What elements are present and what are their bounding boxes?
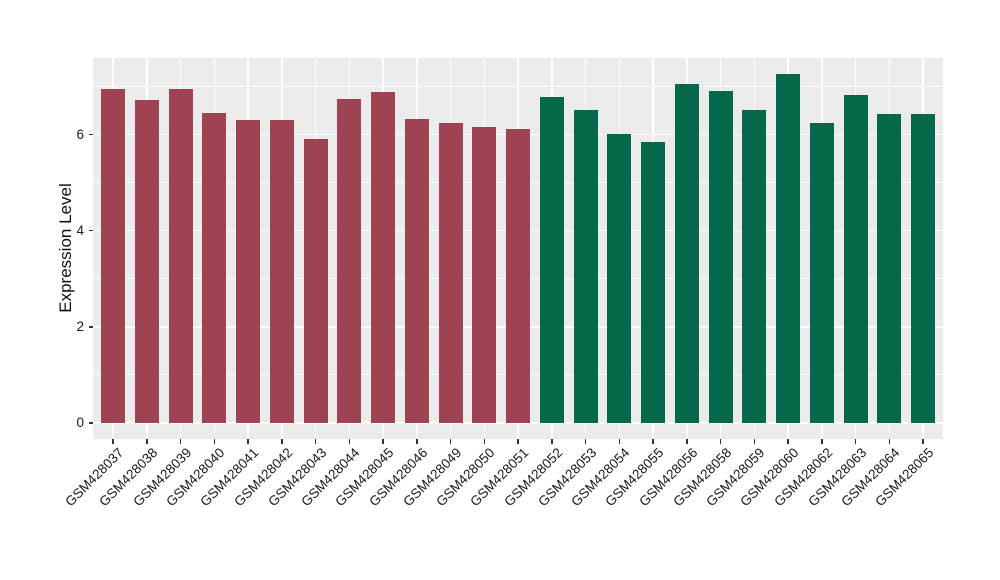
bar-GSM428056 <box>674 84 699 423</box>
bar-GSM428054 <box>607 134 632 423</box>
bar-GSM428050 <box>472 126 497 423</box>
x-tickmark-GSM428062 <box>821 439 823 444</box>
bar-GSM428043 <box>303 138 328 423</box>
bar-GSM428059 <box>742 109 767 423</box>
bar-GSM428039 <box>168 88 193 423</box>
plot-panel <box>93 58 943 439</box>
x-tickmark-GSM428052 <box>551 439 553 444</box>
x-tickmark-GSM428037 <box>112 439 114 444</box>
bar-GSM428063 <box>843 95 868 423</box>
x-tickmark-GSM428063 <box>854 439 857 444</box>
bar-GSM428037 <box>101 88 125 423</box>
x-tickmark-GSM428038 <box>146 439 148 444</box>
bar-GSM428040 <box>202 113 227 423</box>
x-tickmark-GSM428056 <box>686 439 688 444</box>
x-tickmark-GSM428049 <box>449 439 452 444</box>
x-tickmark-GSM428060 <box>787 439 789 444</box>
y-axis-title: Expression Level <box>56 183 75 313</box>
x-tickmark-GSM428046 <box>416 439 418 444</box>
y-tick-label-4: 4 <box>76 222 84 238</box>
bar-GSM428052 <box>539 97 564 423</box>
x-tickmark-GSM428051 <box>517 439 519 444</box>
bar-GSM428053 <box>573 109 598 423</box>
x-tickmark-GSM428041 <box>247 439 249 444</box>
y-tick-label-6: 6 <box>76 126 84 142</box>
x-tickmark-GSM428053 <box>584 439 587 444</box>
y-tick-label-2: 2 <box>76 318 84 334</box>
x-tickmark-GSM428039 <box>179 439 182 444</box>
bar-GSM428065 <box>911 114 935 423</box>
bar-GSM428055 <box>641 142 665 423</box>
x-tickmark-GSM428064 <box>888 439 890 444</box>
y-tickmark-4 <box>88 229 93 232</box>
bar-GSM428041 <box>236 120 260 423</box>
bar-GSM428060 <box>776 74 800 423</box>
bar-GSM428044 <box>337 98 362 423</box>
bar-GSM428049 <box>438 123 463 423</box>
x-tickmark-GSM428043 <box>314 439 317 444</box>
bar-GSM428058 <box>708 91 733 423</box>
x-tickmark-GSM428045 <box>382 439 384 444</box>
bar-GSM428038 <box>134 99 159 423</box>
x-tickmark-GSM428042 <box>281 439 283 444</box>
y-tick-label-0: 0 <box>76 415 84 430</box>
bar-GSM428062 <box>809 122 834 423</box>
x-tickmark-GSM428065 <box>922 439 924 444</box>
x-tickmark-GSM428059 <box>753 439 755 444</box>
x-tickmark-GSM428055 <box>652 439 654 444</box>
x-tickmark-GSM428058 <box>719 439 722 444</box>
y-tickmark-0 <box>88 422 93 424</box>
bar-GSM428064 <box>877 113 902 423</box>
x-tickmark-GSM428054 <box>618 439 620 444</box>
bar-GSM428051 <box>506 128 530 423</box>
x-tickmark-GSM428040 <box>213 439 215 444</box>
y-tickmark-2 <box>88 326 93 328</box>
y-tickmark-6 <box>88 133 93 136</box>
bar-GSM428042 <box>269 120 294 423</box>
bar-GSM428046 <box>404 119 429 423</box>
x-tickmark-GSM428050 <box>483 439 485 444</box>
x-tickmark-GSM428044 <box>348 439 350 444</box>
bar-GSM428045 <box>371 92 395 423</box>
